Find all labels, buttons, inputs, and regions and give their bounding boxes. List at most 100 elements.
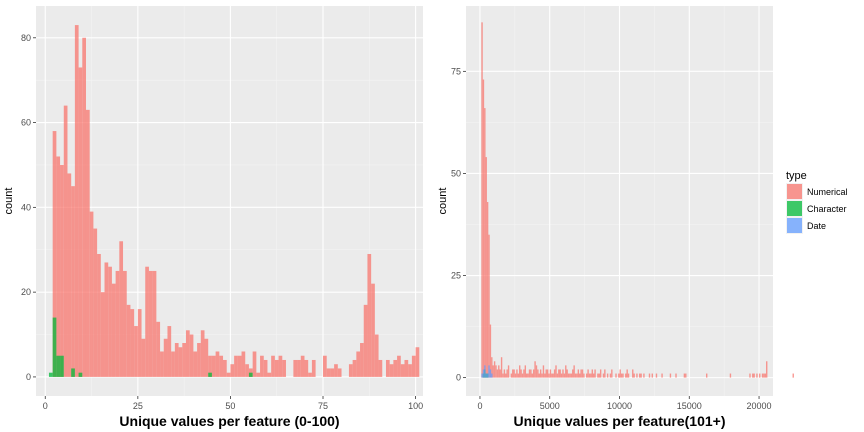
histogram-bar-numerical bbox=[761, 373, 764, 378]
right-histogram-panel: 0 25 50 75 0 5000 10000 15000 20000 count Uniqu… bbox=[437, 6, 794, 429]
histogram-bar-numerical bbox=[104, 262, 109, 377]
histogram-bar-numerical bbox=[252, 351, 257, 377]
histogram-bar-numerical bbox=[215, 351, 220, 377]
histogram-bar-numerical bbox=[606, 373, 609, 378]
histogram-bar-numerical bbox=[74, 25, 79, 377]
histogram-bar-date bbox=[481, 373, 483, 378]
histogram-bar-character bbox=[248, 372, 253, 377]
histogram-bar-numerical bbox=[485, 157, 487, 378]
histogram-bar-numerical bbox=[237, 355, 242, 377]
x-tick-label: 10000 bbox=[607, 401, 632, 411]
histogram-bar-numerical bbox=[591, 369, 593, 378]
histogram-bar-numerical bbox=[267, 372, 272, 377]
histogram-bar-numerical bbox=[481, 22, 483, 378]
histogram-bar-character bbox=[60, 355, 64, 377]
histogram-bar-numerical bbox=[371, 283, 375, 377]
histogram-bar-numerical bbox=[611, 369, 613, 378]
histogram-bar-numerical bbox=[223, 359, 227, 377]
histogram-bar-numerical bbox=[599, 369, 602, 378]
histogram-bar-numerical bbox=[174, 343, 179, 377]
histogram-bar-numerical bbox=[545, 369, 547, 378]
histogram-bar-numerical bbox=[639, 373, 641, 378]
histogram-bar-numerical bbox=[82, 37, 86, 377]
histogram-bar-numerical bbox=[160, 351, 164, 377]
histogram-bar-numerical bbox=[764, 373, 767, 378]
histogram-bar-numerical bbox=[178, 347, 183, 377]
histogram-bar-numerical bbox=[551, 373, 553, 378]
histogram-bar-numerical bbox=[256, 372, 261, 377]
histogram-bar-numerical bbox=[587, 369, 589, 378]
histogram-bar-numerical bbox=[496, 369, 499, 378]
histogram-bar-numerical bbox=[546, 369, 549, 378]
histogram-bar-numerical bbox=[506, 369, 508, 378]
histogram-bar-numerical bbox=[502, 373, 504, 378]
histogram-bar-numerical bbox=[519, 365, 521, 378]
histogram-bar-numerical bbox=[484, 108, 486, 378]
histogram-bar-numerical bbox=[580, 369, 582, 378]
histogram-bar-numerical bbox=[111, 283, 116, 377]
histogram-bar-numerical bbox=[234, 355, 238, 377]
histogram-bar-numerical bbox=[200, 330, 205, 377]
histogram-bar-numerical bbox=[618, 373, 620, 378]
histogram-bar-numerical bbox=[503, 369, 506, 378]
histogram-bar-numerical bbox=[534, 361, 536, 378]
histogram-bar-numerical bbox=[389, 364, 394, 377]
histogram-bar-numerical bbox=[367, 253, 372, 377]
histogram-bar-numerical bbox=[521, 373, 524, 378]
histogram-bar-numerical bbox=[491, 357, 493, 378]
histogram-bar-numerical bbox=[100, 292, 105, 377]
histogram-bar-date bbox=[486, 373, 489, 378]
x-tick-label: 0 bbox=[477, 401, 482, 411]
histogram-bar-numerical bbox=[304, 359, 309, 377]
histogram-bar-date bbox=[482, 369, 485, 378]
histogram-bar-numerical bbox=[245, 364, 249, 377]
histogram-bar-numerical bbox=[167, 326, 172, 377]
histogram-bar-numerical bbox=[512, 369, 514, 378]
histogram-bar-numerical bbox=[573, 365, 575, 378]
histogram-bar-numerical bbox=[514, 373, 517, 378]
histogram-bar-character bbox=[52, 317, 57, 377]
histogram-bar-numerical bbox=[67, 173, 72, 377]
histogram-bar-numerical bbox=[542, 365, 545, 378]
histogram-bar-numerical bbox=[567, 373, 570, 378]
x-tick-label: 15000 bbox=[677, 401, 702, 411]
histogram-bar-numerical bbox=[185, 330, 190, 377]
histogram-bar-numerical bbox=[706, 373, 708, 378]
histogram-bar-numerical bbox=[393, 359, 398, 377]
right-gridlines bbox=[466, 6, 773, 396]
histogram-bar-numerical bbox=[397, 355, 401, 377]
histogram-bar-numerical bbox=[308, 372, 312, 377]
histogram-bar-numerical bbox=[89, 211, 94, 377]
left-y-axis-title: count bbox=[3, 188, 15, 215]
histogram-bar-date bbox=[485, 373, 487, 378]
histogram-bar-numerical bbox=[489, 324, 492, 378]
histogram-bar-numerical bbox=[482, 79, 485, 378]
histogram-bar-numerical bbox=[729, 373, 732, 378]
histogram-bar-numerical bbox=[352, 359, 357, 377]
histogram-bar-numerical bbox=[583, 373, 585, 378]
histogram-bar-numerical bbox=[263, 359, 268, 377]
histogram-bar-numerical bbox=[572, 369, 574, 378]
histogram-bar-numerical bbox=[63, 105, 68, 377]
histogram-bar-numerical bbox=[622, 373, 624, 378]
left-x-axis-ticks: 0 25 50 75 100 bbox=[43, 396, 423, 411]
histogram-bar-numerical bbox=[598, 373, 600, 378]
histogram-bar-numerical bbox=[230, 364, 235, 377]
y-tick-label: 80 bbox=[21, 33, 31, 43]
histogram-bar-numerical bbox=[632, 369, 634, 378]
y-tick-label: 40 bbox=[21, 202, 31, 212]
histogram-bar-numerical bbox=[753, 373, 755, 378]
histogram-bar-numerical bbox=[189, 334, 194, 377]
histogram-bar-numerical bbox=[636, 373, 638, 378]
histogram-bar-numerical bbox=[219, 355, 224, 377]
histogram-bar-numerical bbox=[685, 373, 687, 378]
histogram-bar-numerical bbox=[278, 355, 283, 377]
histogram-bar-numerical bbox=[766, 361, 768, 378]
histogram-bar-numerical bbox=[756, 373, 758, 378]
legend-label: Character bbox=[807, 204, 847, 214]
histogram-bar-numerical bbox=[226, 372, 231, 377]
histogram-bar-numerical bbox=[141, 338, 146, 377]
histogram-bar-numerical bbox=[548, 373, 550, 378]
histogram-bar-numerical bbox=[569, 373, 571, 378]
histogram-bar-numerical bbox=[513, 369, 515, 378]
